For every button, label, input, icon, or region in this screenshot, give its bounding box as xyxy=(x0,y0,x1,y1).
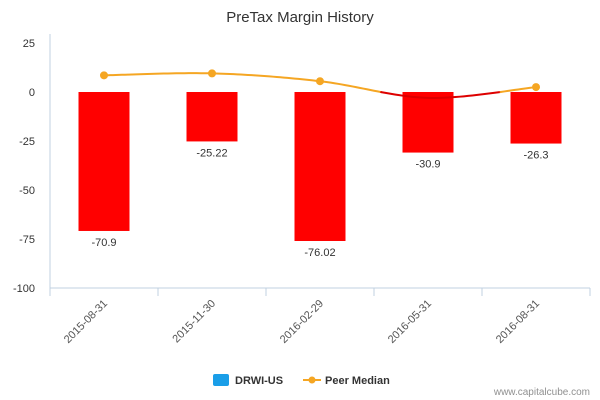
x-axis: 2015-08-31 2015-11-30 2016-02-29 2016-05-31… xyxy=(49,287,591,346)
legend-marker-peer-median xyxy=(308,376,316,384)
x-tick-label: 2016-05-31 xyxy=(386,298,434,346)
peer-median-point-2015-11-30[interactable] xyxy=(208,69,216,78)
peer-median-point-2015-08-31[interactable] xyxy=(100,71,108,80)
data-label: -70.9 xyxy=(91,237,116,249)
legend-label-peer-median: Peer Median xyxy=(325,375,390,387)
data-label: -76.02 xyxy=(304,247,335,259)
legend-item-peer-median[interactable]: Peer Median xyxy=(303,375,390,387)
y-tick-label: -25 xyxy=(19,136,35,148)
data-label: -26.3 xyxy=(523,150,548,162)
bar-2016-02-29[interactable] xyxy=(294,92,346,241)
bar-2016-05-31[interactable] xyxy=(402,92,454,153)
x-tick-label: 2015-11-30 xyxy=(170,298,218,346)
y-tick-label: -75 xyxy=(19,234,35,246)
y-tick-label: -50 xyxy=(19,185,35,197)
x-tick-label: 2016-08-31 xyxy=(494,298,542,346)
bar-2015-08-31[interactable] xyxy=(78,92,130,231)
bar-2015-11-30[interactable] xyxy=(186,92,238,142)
peer-median-series xyxy=(100,69,540,99)
legend[interactable]: DRWI-US Peer Median xyxy=(213,374,390,387)
bar-series xyxy=(78,92,562,241)
data-label: -30.9 xyxy=(415,159,440,171)
data-labels: -70.9 -25.22 -76.02 -30.9 -26.3 xyxy=(91,147,548,259)
peer-median-line xyxy=(499,86,537,93)
peer-median-line xyxy=(103,72,383,94)
x-tick-label: 2016-02-29 xyxy=(278,298,326,346)
peer-median-point-2016-02-29[interactable] xyxy=(316,77,324,86)
y-tick-label: 25 xyxy=(23,38,35,50)
legend-label-drwi: DRWI-US xyxy=(235,375,283,387)
x-tick-label: 2015-08-31 xyxy=(62,298,110,346)
legend-swatch-drwi xyxy=(213,374,229,386)
data-label: -25.22 xyxy=(196,147,227,159)
peer-median-line-below-zero xyxy=(380,90,502,99)
peer-median-point-2016-08-31[interactable] xyxy=(532,83,540,92)
chart-title: PreTax Margin History xyxy=(226,9,374,26)
y-tick-label: -100 xyxy=(13,283,35,295)
y-tick-label: 0 xyxy=(29,87,35,99)
credit-text: www.capitalcube.com xyxy=(493,387,590,398)
bar-2016-08-31[interactable] xyxy=(510,92,562,144)
y-axis-ticks: 25 0 -25 -50 -75 -100 xyxy=(13,38,35,295)
legend-item-drwi[interactable]: DRWI-US xyxy=(213,374,283,387)
